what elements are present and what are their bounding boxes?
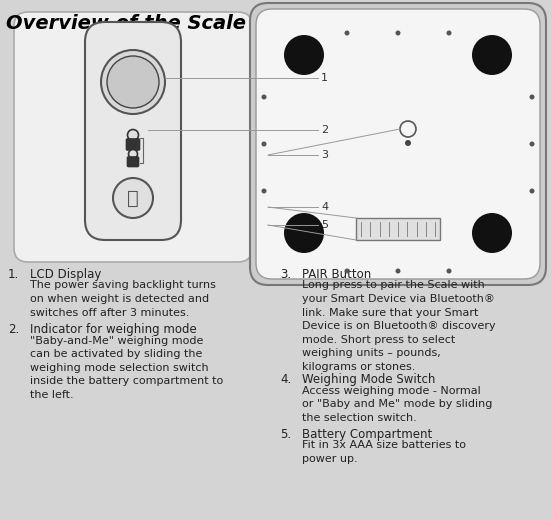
Text: 1: 1: [321, 73, 328, 83]
Circle shape: [128, 130, 139, 141]
Text: Weighing Mode Switch: Weighing Mode Switch: [302, 373, 436, 386]
Circle shape: [284, 35, 324, 75]
Circle shape: [447, 268, 452, 274]
Text: 3: 3: [321, 150, 328, 160]
Circle shape: [262, 94, 267, 100]
Text: Indicator for weighing mode: Indicator for weighing mode: [30, 323, 197, 336]
FancyBboxPatch shape: [250, 3, 546, 285]
Circle shape: [472, 35, 512, 75]
Circle shape: [107, 56, 159, 108]
Circle shape: [529, 188, 534, 194]
Text: Long press to pair the Scale with
your Smart Device via Bluetooth®
link. Make su: Long press to pair the Scale with your S…: [302, 280, 496, 372]
Text: 5.: 5.: [280, 428, 291, 441]
Circle shape: [472, 213, 512, 253]
Text: 1.: 1.: [8, 268, 19, 281]
Text: Fit in 3x AAA size batteries to
power up.: Fit in 3x AAA size batteries to power up…: [302, 441, 466, 464]
Text: Overview of the Scale: Overview of the Scale: [6, 14, 246, 33]
Circle shape: [395, 31, 401, 35]
Text: 2: 2: [321, 125, 328, 135]
FancyBboxPatch shape: [356, 218, 440, 240]
FancyBboxPatch shape: [256, 9, 540, 279]
FancyBboxPatch shape: [126, 139, 140, 150]
Circle shape: [529, 142, 534, 146]
Circle shape: [101, 50, 165, 114]
Text: Battery Compartment: Battery Compartment: [302, 428, 432, 441]
Circle shape: [400, 121, 416, 137]
Text: The power saving backlight turns
on when weight is detected and
switches off aft: The power saving backlight turns on when…: [30, 280, 216, 318]
Text: Ⓜ: Ⓜ: [127, 188, 139, 208]
Text: PAIR Button: PAIR Button: [302, 268, 371, 281]
Circle shape: [344, 31, 349, 35]
Circle shape: [395, 268, 401, 274]
Circle shape: [405, 140, 411, 146]
FancyBboxPatch shape: [14, 12, 252, 262]
Text: 4: 4: [321, 202, 328, 212]
Circle shape: [129, 149, 137, 158]
Circle shape: [284, 213, 324, 253]
Circle shape: [529, 94, 534, 100]
Text: "Baby-and-Me" weighing mode
can be activated by sliding the
weighing mode select: "Baby-and-Me" weighing mode can be activ…: [30, 335, 223, 400]
Text: 4.: 4.: [280, 373, 291, 386]
Circle shape: [262, 142, 267, 146]
FancyBboxPatch shape: [85, 22, 181, 240]
Circle shape: [262, 188, 267, 194]
Circle shape: [344, 268, 349, 274]
Text: 2.: 2.: [8, 323, 19, 336]
Text: Access weighing mode - Normal
or "Baby and Me" mode by sliding
the selection swi: Access weighing mode - Normal or "Baby a…: [302, 386, 492, 422]
Text: 5: 5: [321, 220, 328, 230]
Text: LCD Display: LCD Display: [30, 268, 102, 281]
Circle shape: [447, 31, 452, 35]
Text: 3.: 3.: [280, 268, 291, 281]
FancyBboxPatch shape: [128, 157, 139, 167]
Circle shape: [113, 178, 153, 218]
